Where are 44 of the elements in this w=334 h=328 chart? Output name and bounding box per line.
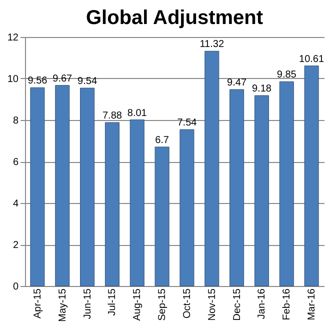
- y-tick-label: 4: [12, 198, 19, 210]
- y-tick-label: 12: [7, 32, 19, 44]
- bar: [104, 122, 120, 286]
- bar: [30, 87, 45, 286]
- x-tick-label: Sep-15: [157, 288, 168, 321]
- x-tick-label: Jan-16: [256, 288, 268, 320]
- bar: [204, 50, 220, 286]
- data-label: 7.88: [102, 110, 122, 122]
- bar: [180, 129, 194, 286]
- y-tick-label: 0: [12, 282, 19, 292]
- bar: [55, 85, 70, 286]
- y-tick-label: 8: [12, 116, 19, 126]
- x-tick-label: Nov-15: [206, 288, 218, 321]
- data-label: 9.67: [52, 73, 73, 84]
- y-tick-label: 10: [7, 74, 19, 85]
- bar: [279, 81, 294, 286]
- x-tick-label: Jun-15: [82, 288, 94, 320]
- data-label: 9.47: [227, 77, 247, 88]
- data-label: 9.54: [78, 76, 98, 88]
- x-tick-label: Aug-15: [132, 288, 144, 321]
- y-tick-label: 2: [12, 240, 19, 251]
- bar: [80, 88, 95, 286]
- data-label: 9.56: [28, 76, 48, 87]
- x-tick-label: Oct-15: [182, 288, 193, 319]
- bar: [130, 120, 144, 286]
- data-label: 10.61: [299, 54, 324, 65]
- chart-title: Global Adjustment: [86, 7, 264, 29]
- x-tick-label: Jul-15: [107, 288, 118, 316]
- data-label: 7.54: [177, 118, 198, 129]
- data-label: 8.01: [127, 108, 148, 119]
- data-label: 9.85: [276, 70, 297, 81]
- y-tick-label: 6: [12, 157, 19, 168]
- bar: [230, 89, 244, 286]
- x-tick-label: May-15: [57, 288, 68, 322]
- data-label: 11.32: [200, 39, 224, 50]
- bar: [154, 146, 170, 286]
- bar: [254, 95, 269, 286]
- data-label: 9.18: [252, 84, 272, 95]
- x-tick-label: Feb-16: [282, 288, 293, 320]
- data-label: 6.7: [155, 134, 170, 146]
- x-tick-label: Apr-15: [32, 288, 44, 319]
- x-tick-label: Dec-15: [232, 288, 243, 321]
- x-tick-label: Mar-16: [306, 288, 318, 320]
- bar: [304, 66, 319, 286]
